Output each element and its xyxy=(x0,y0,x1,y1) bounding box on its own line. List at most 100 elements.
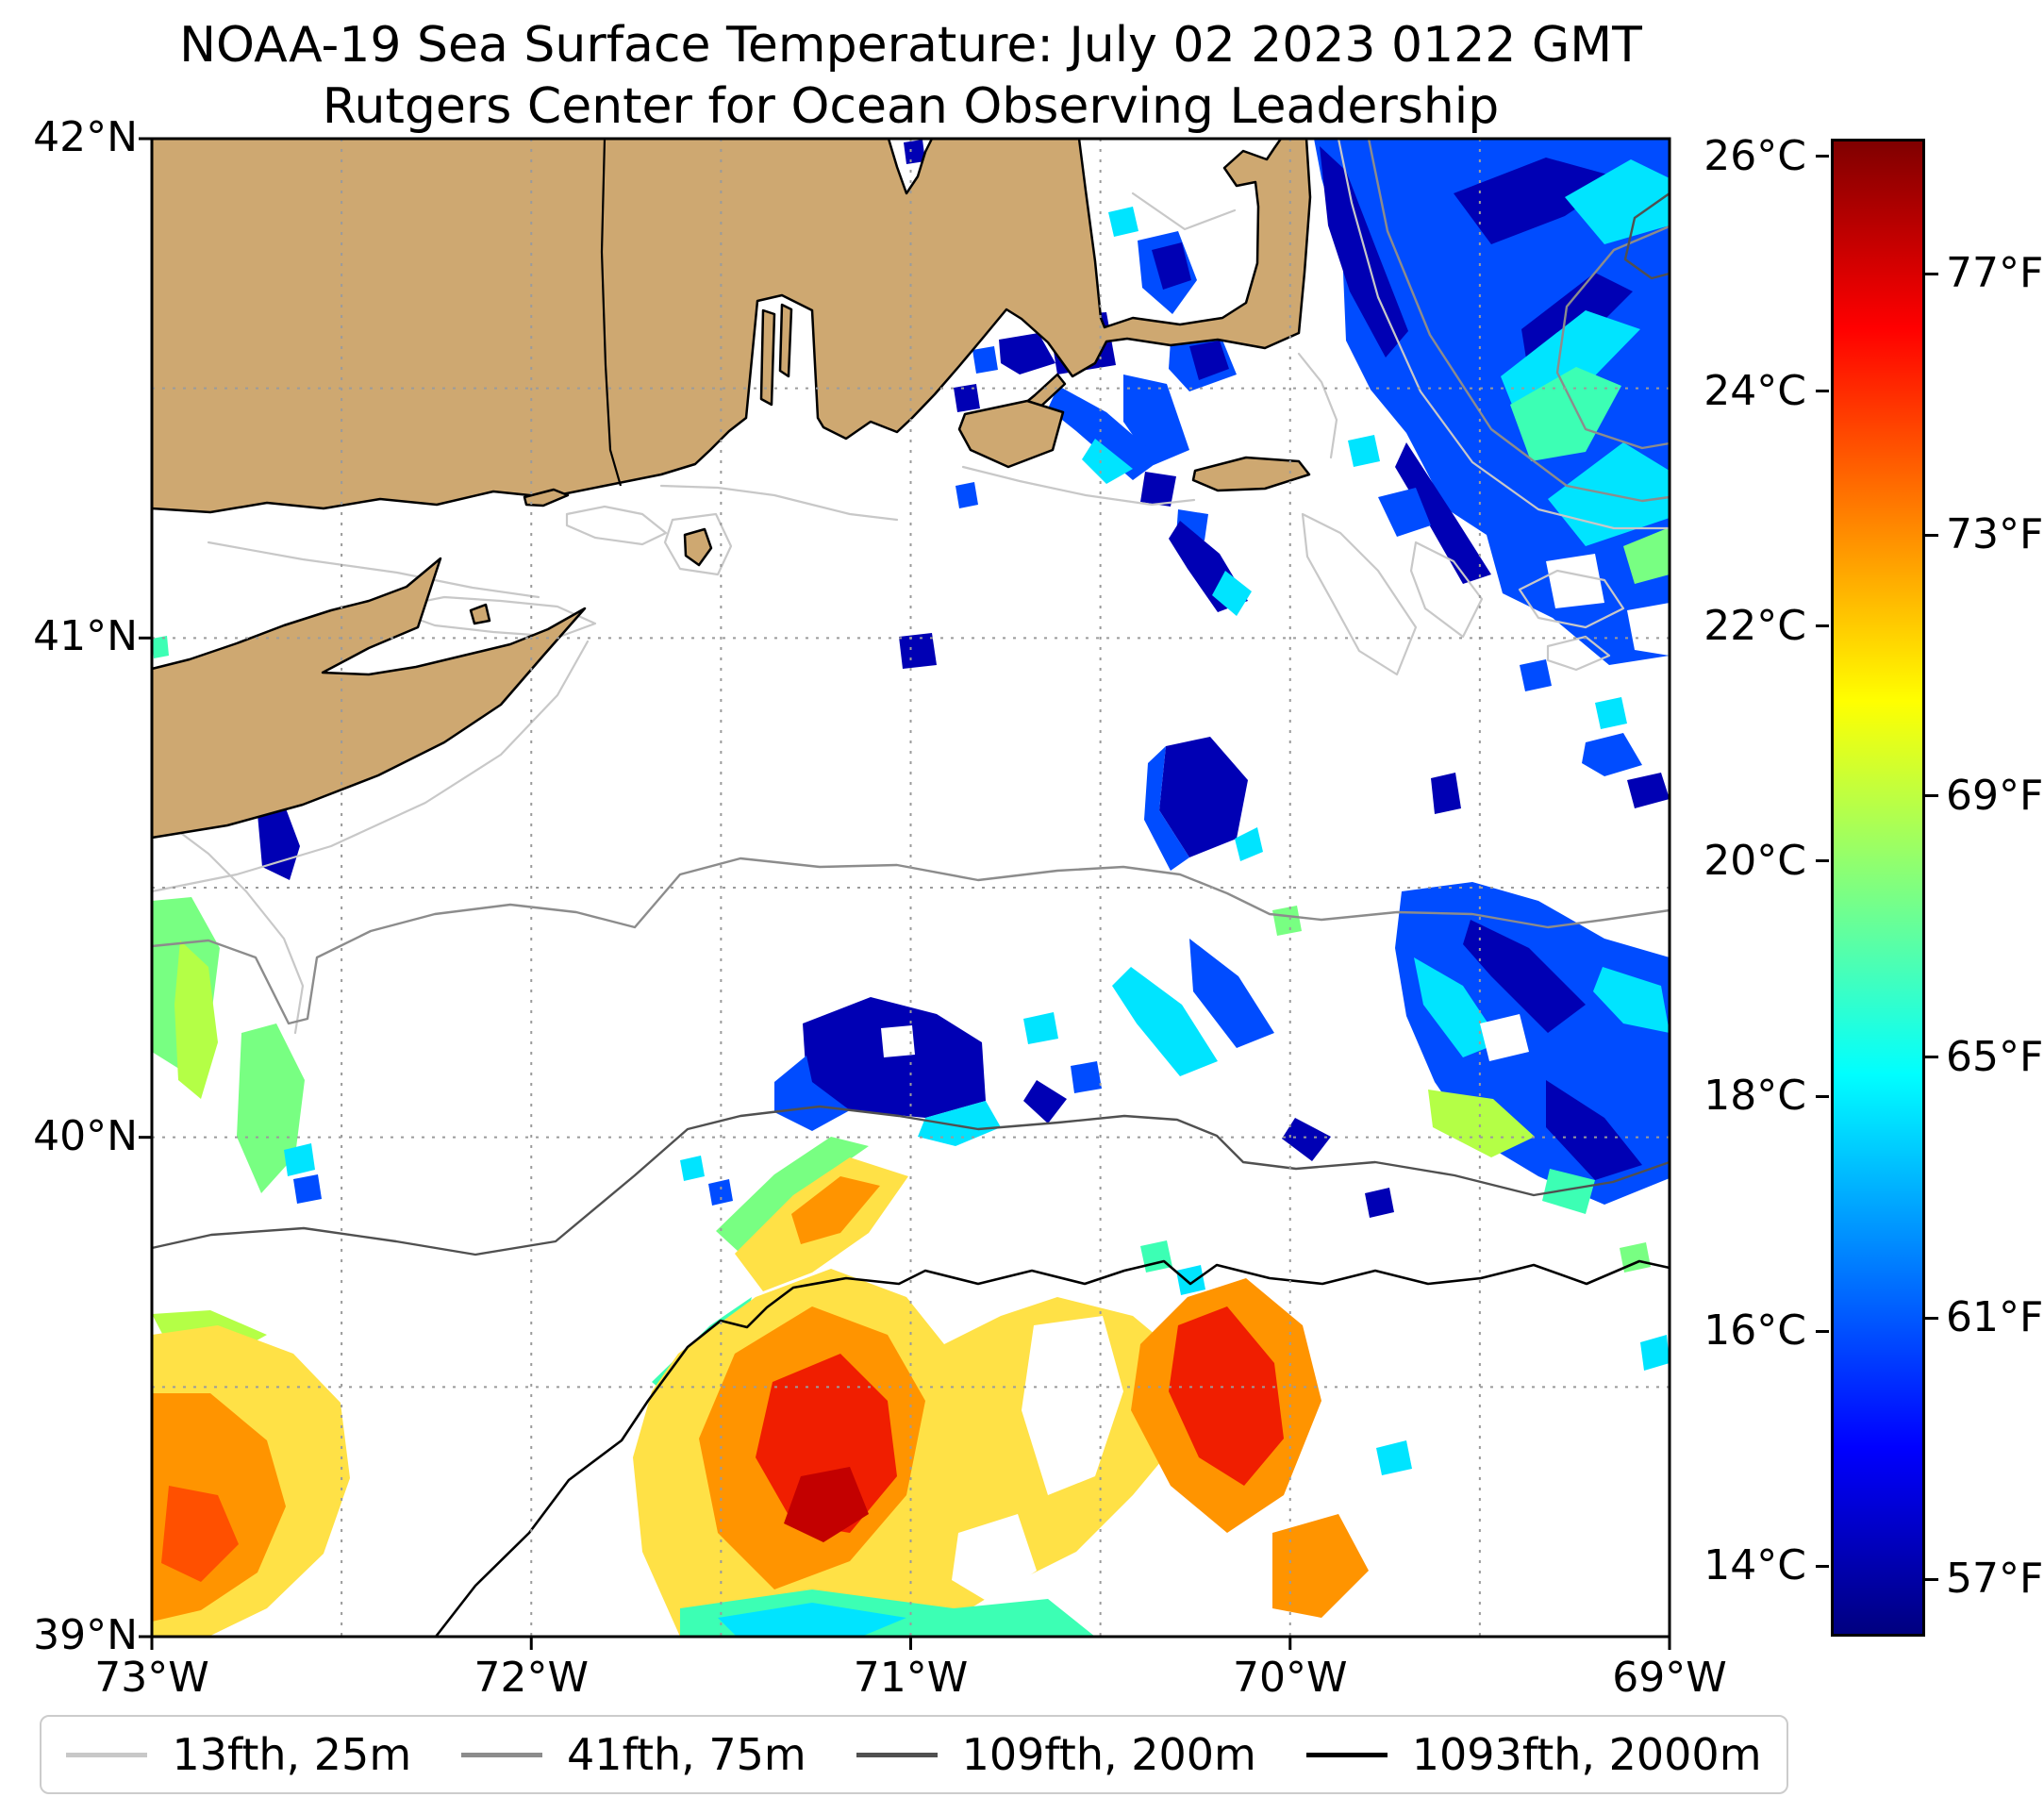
sst-patch xyxy=(1108,207,1138,237)
bathymetry-contour-25m xyxy=(1546,635,1611,672)
sst-patch xyxy=(1378,488,1431,537)
sst-patch xyxy=(1565,159,1670,244)
land-gardiners-island xyxy=(469,603,491,625)
sst-patch xyxy=(1320,146,1408,358)
y-tick-label: 42°N xyxy=(33,113,138,161)
sst-patch xyxy=(1620,1242,1651,1273)
sst-patch xyxy=(1272,1514,1369,1618)
y-tick-label: 39°N xyxy=(33,1611,138,1659)
x-tick-label: 73°W xyxy=(94,1654,209,1702)
sst-patch xyxy=(1082,439,1133,484)
bathymetry-contour-25m xyxy=(961,465,1196,507)
land-marthas-vineyard xyxy=(957,399,1065,469)
colorbar-tick-celsius xyxy=(1816,1329,1829,1333)
colorbar-tick-celsius xyxy=(1816,1094,1829,1098)
sst-patch xyxy=(258,808,300,880)
colorbar-tick-fahrenheit xyxy=(1925,1316,1938,1320)
colorbar-label-fahrenheit: 73°F xyxy=(1946,510,2044,558)
sst-patch xyxy=(952,1514,1037,1603)
sst-patch xyxy=(1463,920,1586,1033)
colorbar-tick-celsius xyxy=(1816,859,1829,863)
colorbar-label-fahrenheit: 69°F xyxy=(1946,771,2044,820)
legend-line-sample xyxy=(66,1752,148,1757)
colorbar-tick-celsius xyxy=(1816,1564,1829,1568)
sst-patch xyxy=(1480,1014,1529,1061)
sst-patch xyxy=(1395,442,1491,584)
sst-patch xyxy=(1235,827,1263,861)
x-tick-label: 71°W xyxy=(853,1654,969,1702)
legend-label: 1093fth, 2000m xyxy=(1411,1729,1762,1780)
bathymetry-contour-25m xyxy=(386,595,597,639)
sst-patch xyxy=(1212,571,1252,616)
sst-patch xyxy=(1595,697,1627,729)
bathymetry-contour-75m xyxy=(1367,137,1671,503)
title-line2: Rutgers Center for Ocean Observing Leade… xyxy=(322,78,1500,135)
sst-patch xyxy=(954,384,980,412)
colorbar-label-fahrenheit: 57°F xyxy=(1946,1555,2044,1604)
land-block-island xyxy=(683,527,713,567)
land-long-island xyxy=(150,557,587,840)
colorbar-tick-fahrenheit xyxy=(1925,533,1938,537)
sst-patch xyxy=(1272,906,1302,936)
sst-patch xyxy=(1152,242,1191,290)
sst-patch xyxy=(1140,472,1176,507)
sst-patch xyxy=(899,633,937,669)
sst-patch xyxy=(161,1486,239,1582)
sst-patch xyxy=(784,1467,869,1542)
sst-patch xyxy=(1159,737,1248,857)
colorbar-tick-celsius xyxy=(1816,155,1829,158)
sst-patch xyxy=(904,140,925,164)
sst-patch xyxy=(1189,939,1274,1048)
sst-patch xyxy=(1169,1306,1284,1486)
legend-item: 1093fth, 2000m xyxy=(1305,1729,1762,1780)
colorbar-tick-fahrenheit xyxy=(1925,1056,1938,1059)
legend-line-sample xyxy=(461,1752,543,1757)
colorbar-tick-celsius xyxy=(1816,624,1829,628)
bathymetry-contour-25m xyxy=(565,505,668,546)
sst-patch xyxy=(791,1176,880,1244)
sst-patch xyxy=(1454,158,1621,244)
bathymetry-contour-25m xyxy=(1297,352,1338,459)
x-tick-label: 72°W xyxy=(474,1654,590,1702)
sst-patch xyxy=(972,346,998,374)
sst-patch xyxy=(756,1354,897,1533)
land-mainland-new-england xyxy=(150,137,1312,514)
land-narragansett-island-1 xyxy=(759,308,776,407)
sst-patch xyxy=(956,482,978,508)
legend-item: 109fth, 200m xyxy=(856,1729,1256,1780)
sst-patch xyxy=(1023,1012,1058,1044)
bathymetry-contour-25m xyxy=(1337,137,1671,530)
bathymetry-contour-75m xyxy=(1555,225,1671,450)
bathymetry-contour-25m xyxy=(169,824,305,1035)
y-tick-label: 41°N xyxy=(33,612,138,661)
y-tick-label: 40°N xyxy=(33,1111,138,1160)
sst-patch xyxy=(1144,746,1189,871)
sst-patch xyxy=(1140,1240,1172,1273)
colorbar-tick-celsius xyxy=(1816,390,1829,393)
sst-patch xyxy=(918,1101,1001,1146)
sst-patch xyxy=(1627,773,1670,808)
bathymetry-contour-75m xyxy=(150,857,1671,1025)
sst-patch xyxy=(708,1179,733,1206)
sst-patch xyxy=(1176,1265,1205,1295)
sst-patch xyxy=(1022,1316,1123,1495)
sst-patch xyxy=(999,333,1055,374)
sst-patch xyxy=(680,1156,705,1181)
bathymetry-contour-25m xyxy=(663,512,733,576)
map-area xyxy=(139,137,1671,1650)
bathymetry-contour-25m xyxy=(659,484,899,522)
sst-patch xyxy=(1048,386,1161,480)
legend-item: 41fth, 75m xyxy=(461,1729,806,1780)
land-nantucket xyxy=(1191,456,1311,492)
colorbar-tick-fahrenheit xyxy=(1925,1577,1938,1581)
bathymetry-contour-200m xyxy=(150,1105,1671,1256)
land-narragansett-island-2 xyxy=(778,303,793,378)
x-tick-label: 69°W xyxy=(1612,1654,1727,1702)
sst-patch xyxy=(1071,1061,1102,1093)
colorbar-label-fahrenheit: 65°F xyxy=(1946,1032,2044,1081)
sst-patch xyxy=(1023,1080,1067,1123)
colorbar-label-fahrenheit: 61°F xyxy=(1946,1293,2044,1342)
bathymetry-contour-25m xyxy=(1301,512,1418,676)
sst-patch xyxy=(1431,773,1461,814)
